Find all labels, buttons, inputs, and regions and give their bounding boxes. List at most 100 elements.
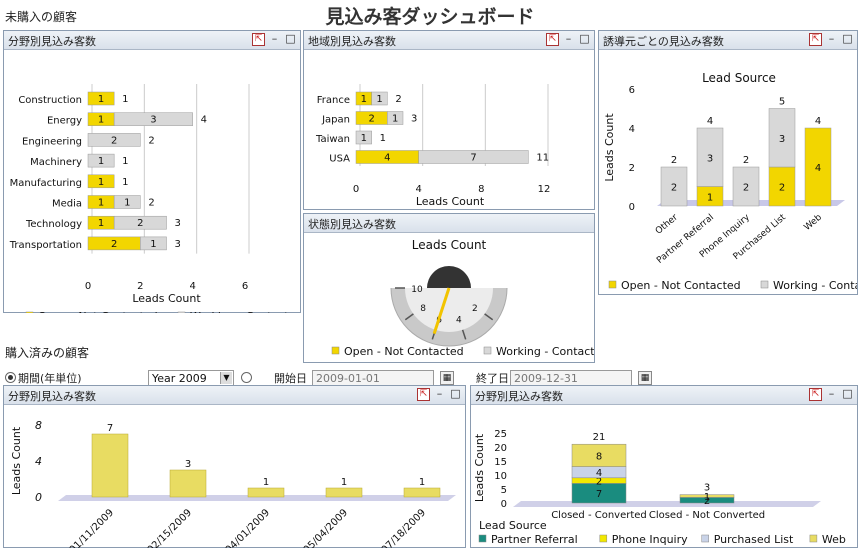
bar-value-label: 1 <box>98 115 104 126</box>
panel-title: 分野別見込み客数 <box>475 390 563 403</box>
bar-value-label: 2 <box>743 183 749 194</box>
bar-total-label: 1 <box>380 133 386 144</box>
category-label: Engineering <box>22 136 82 147</box>
y-tick-label: 0 <box>35 491 42 504</box>
category-label: Closed - Converted <box>551 510 647 521</box>
bar-value-label: 1 <box>376 94 382 105</box>
bar-segment <box>418 150 529 164</box>
bar-value-label: 4 <box>596 468 602 479</box>
chevron-down-icon[interactable]: ▼ <box>220 372 232 384</box>
popout-icon[interactable]: ⇱ <box>809 388 822 401</box>
bar-value-label: 1 <box>361 94 367 105</box>
maximize-icon[interactable]: □ <box>842 387 853 400</box>
bar-segment <box>113 112 193 126</box>
page-title: 見込み客ダッシュボード <box>325 6 535 28</box>
start-date-label: 開始日 <box>274 372 307 385</box>
bar-value-label: 4 <box>384 153 390 164</box>
end-date-input[interactable]: 2009-12-31 <box>510 370 632 386</box>
x-tick-label: 6 <box>242 281 248 292</box>
bar-segment <box>87 133 141 147</box>
legend-swatch <box>760 280 769 289</box>
gauge-tick-label: 2 <box>472 304 478 314</box>
popout-icon[interactable]: ⇱ <box>417 388 430 401</box>
region-panel: 地域別見込み客数 ⇱ – □ 0 4 8 12 Leads Count France 1 1 2 Ja… <box>303 30 608 225</box>
legend-swatch <box>25 311 34 320</box>
maximize-icon[interactable]: □ <box>842 32 853 45</box>
gauge-tick-label: 8 <box>420 304 426 314</box>
panel-title: 誘導元ごとの見込み客数 <box>603 35 724 48</box>
bar-total-label: 1 <box>122 94 128 105</box>
maximize-icon[interactable]: □ <box>579 32 590 45</box>
bar-segment <box>113 215 167 230</box>
gauge-tick <box>484 313 494 321</box>
bar-value-label: 2 <box>111 239 117 250</box>
legend-swatch <box>331 346 340 355</box>
converted-date-chart: 0 4 8 Leads Count 7 01/11/2009 3 02/15/2009 1 04/… <box>10 419 456 552</box>
bar <box>169 469 207 498</box>
panel-title: 状態別見込み客数 <box>308 218 396 231</box>
y-tick-label: 5 <box>501 485 507 496</box>
legend-label: Purchased List <box>714 533 794 546</box>
legend-label: Working - Contacted <box>496 345 594 358</box>
maximize-icon[interactable]: □ <box>450 387 461 400</box>
bar-value-label: 7 <box>596 489 602 500</box>
x-axis-label: Leads Count <box>132 292 201 305</box>
x-tick-label: 0 <box>353 184 359 195</box>
panel-header: 分野別見込み客数 ⇱ – □ <box>4 386 465 405</box>
category-label: Other <box>654 212 680 236</box>
bar-segment <box>140 236 167 251</box>
industry-chart: 0 2 4 6 Leads Count Construction 1 1 Energy 1 3 4 En… <box>9 84 302 323</box>
bar-value-label: 3 <box>779 134 785 145</box>
bar <box>247 487 285 498</box>
minimize-icon[interactable]: – <box>828 387 835 400</box>
converted-date-panel: 分野別見込み客数 ⇱ – □ 0 4 8 Leads Count 7 01/11/2009 3 0… <box>3 385 466 552</box>
popout-icon[interactable]: ⇱ <box>809 33 822 46</box>
bar-segment <box>371 91 388 106</box>
legend-swatch <box>483 346 492 355</box>
maximize-icon[interactable]: □ <box>285 32 296 45</box>
bar-segment <box>696 127 724 187</box>
y-tick-label: 0 <box>629 202 635 213</box>
start-date-input[interactable]: 2009-01-01 <box>312 370 434 386</box>
category-label: Technology <box>25 219 82 230</box>
legend-label: Open - Not Contacted <box>621 279 741 292</box>
year-select[interactable]: Year 2009 ▼ <box>148 370 234 386</box>
bar-total-label: 2 <box>148 135 154 146</box>
bar-value-label: 1 <box>124 198 130 209</box>
minimize-icon[interactable]: – <box>828 32 835 45</box>
bar-total-label: 4 <box>201 115 207 126</box>
bar-total-label: 4 <box>815 116 821 127</box>
bar <box>91 433 129 498</box>
legend-label: Working - Contacted <box>773 279 857 292</box>
legend-label: Open - Not Contacted <box>38 310 158 313</box>
category-label: Transportation <box>9 240 82 251</box>
gauge-title: Leads Count <box>412 238 487 252</box>
bar-total-label: 1 <box>122 177 128 188</box>
minimize-icon[interactable]: – <box>565 32 572 45</box>
gauge-face <box>405 288 493 332</box>
minimize-icon[interactable]: – <box>271 32 278 45</box>
bar-value-label: 2 <box>596 477 602 488</box>
year-select-value: Year 2009 <box>152 372 207 385</box>
popout-icon[interactable]: ⇱ <box>546 33 559 46</box>
calendar-icon[interactable]: ▦ <box>440 371 454 385</box>
bar-segment <box>732 166 760 207</box>
period-radio[interactable] <box>5 372 16 383</box>
panel-header: 地域別見込み客数 ⇱ – □ <box>304 31 594 50</box>
category-label: USA <box>329 154 350 165</box>
date-range-radio[interactable] <box>241 372 252 383</box>
bar-segment <box>87 91 115 106</box>
calendar-icon[interactable]: ▦ <box>638 371 652 385</box>
category-label: Construction <box>18 95 82 106</box>
bar-segment <box>679 494 735 498</box>
popout-icon[interactable]: ⇱ <box>252 33 265 46</box>
bar-value-label: 1 <box>419 477 425 488</box>
legend-swatch <box>478 534 487 543</box>
x-tick-label: 12 <box>538 184 551 195</box>
minimize-icon[interactable]: – <box>436 387 443 400</box>
bar-total-label: 2 <box>148 198 154 209</box>
bar-value-label: 1 <box>392 114 398 125</box>
category-label: Web <box>802 212 824 232</box>
